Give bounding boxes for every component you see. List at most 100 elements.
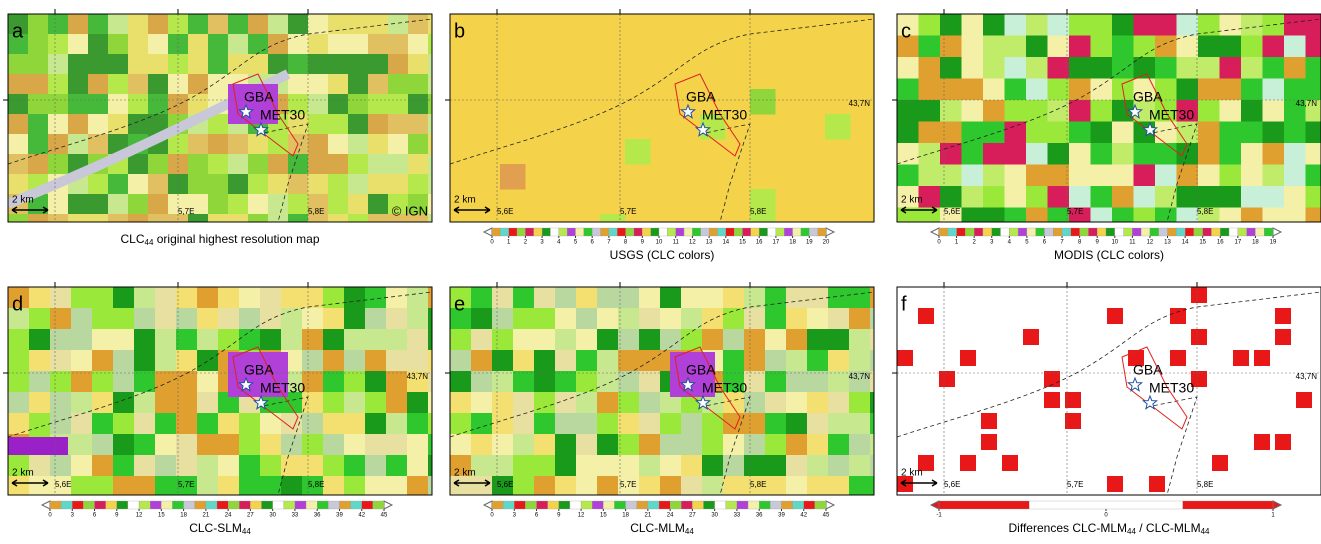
colorbar-cell: [317, 501, 328, 509]
land-cell: [29, 329, 51, 351]
land-cell: [208, 154, 229, 175]
colorbar-label: 14: [722, 240, 729, 246]
land-cell: [1306, 79, 1321, 101]
colorbar-cell: [1106, 228, 1115, 236]
land-cell: [1263, 122, 1285, 144]
land-cell: [68, 94, 89, 115]
land-cell: [555, 329, 577, 351]
land-cell: [197, 287, 219, 309]
land-cell: [1112, 186, 1134, 208]
scale-label: 2 km: [454, 468, 476, 479]
colorbar-cell: [206, 501, 217, 509]
land-cell: [1284, 122, 1306, 144]
land-cell: [513, 434, 535, 456]
lon-label: 5,7E: [620, 207, 636, 216]
land-cell: [288, 14, 309, 35]
land-cell: [68, 214, 89, 235]
land-cell: [786, 329, 808, 351]
land-cell: [639, 392, 661, 414]
land-cell: [208, 14, 229, 35]
land-cell: [188, 34, 209, 55]
land-cell: [308, 94, 329, 115]
land-cell: [348, 154, 369, 175]
colorbar-cell: [362, 501, 373, 509]
land-cell: [48, 134, 69, 155]
colorbar-cell: [1044, 228, 1053, 236]
scale-label: 2 km: [454, 195, 476, 206]
land-cell: [555, 371, 577, 393]
land-cell: [302, 308, 324, 330]
station-label: MET30: [1149, 380, 1194, 396]
land-cell: [92, 350, 114, 372]
station-label: GBA: [686, 89, 716, 105]
colorbar-label: 1: [507, 240, 511, 246]
land-cell: [962, 143, 984, 165]
land-cell: [8, 154, 29, 175]
land-cell: [148, 194, 169, 215]
lon-label: 5,8E: [1197, 207, 1213, 216]
land-cell: [308, 154, 329, 175]
land-cell: [48, 154, 69, 175]
land-cell: [765, 350, 787, 372]
map-panel: [897, 287, 1321, 495]
land-cell: [260, 476, 282, 498]
land-cell: [492, 350, 514, 372]
land-cell: [1284, 36, 1306, 58]
land-cell: [1112, 14, 1134, 36]
land-cell: [828, 350, 850, 372]
land-cell: [176, 329, 198, 351]
scale-label: 2 km: [12, 468, 34, 479]
land-cell: [897, 122, 919, 144]
colorbar-cell: [284, 501, 295, 509]
land-cell: [1177, 208, 1199, 230]
land-cell: [388, 174, 409, 195]
land-cell: [71, 413, 93, 435]
land-cell: [828, 371, 850, 393]
land-cell: [88, 134, 109, 155]
land-cell: [1306, 186, 1321, 208]
land-cell: [744, 329, 766, 351]
land-cell: [50, 329, 72, 351]
colorbar-cell: [948, 228, 957, 236]
land-cell: [786, 455, 808, 477]
land-cell: [408, 114, 429, 135]
land-cell: [134, 371, 156, 393]
land-cell: [248, 194, 269, 215]
land-cell: [576, 350, 598, 372]
land-cell: [1134, 36, 1156, 58]
lon-label: 5,8E: [308, 480, 324, 489]
land-cell: [148, 14, 169, 35]
land-cell: [288, 74, 309, 95]
land-cell: [8, 350, 30, 372]
land-cell: [50, 350, 72, 372]
land-cell: [849, 476, 871, 498]
land-cell: [328, 174, 349, 195]
land-cell: [1048, 100, 1070, 122]
land-cell: [128, 154, 149, 175]
land-cell: [786, 476, 808, 498]
land-cell: [471, 413, 493, 435]
land-cell: [639, 287, 661, 309]
land-cell: [239, 287, 261, 309]
land-cell: [983, 36, 1005, 58]
land-cell: [450, 434, 472, 456]
land-cell: [940, 122, 962, 144]
map-panel: [8, 14, 449, 235]
land-cell: [534, 434, 556, 456]
land-cell: [288, 154, 309, 175]
land-cell: [29, 476, 51, 498]
colorbar-label: 16: [756, 240, 763, 246]
land-cell: [1048, 143, 1070, 165]
colorbar-label: 27: [247, 513, 254, 519]
land-cell: [386, 392, 408, 414]
land-cell: [302, 434, 324, 456]
colorbar-cell: [939, 228, 948, 236]
land-cell: [849, 287, 871, 309]
land-cell: [365, 434, 387, 456]
land-cell: [1284, 143, 1306, 165]
land-cell: [618, 434, 640, 456]
land-cell: [407, 308, 429, 330]
land-cell: [983, 100, 1005, 122]
diff-cell: [981, 434, 997, 450]
land-cell: [534, 350, 556, 372]
